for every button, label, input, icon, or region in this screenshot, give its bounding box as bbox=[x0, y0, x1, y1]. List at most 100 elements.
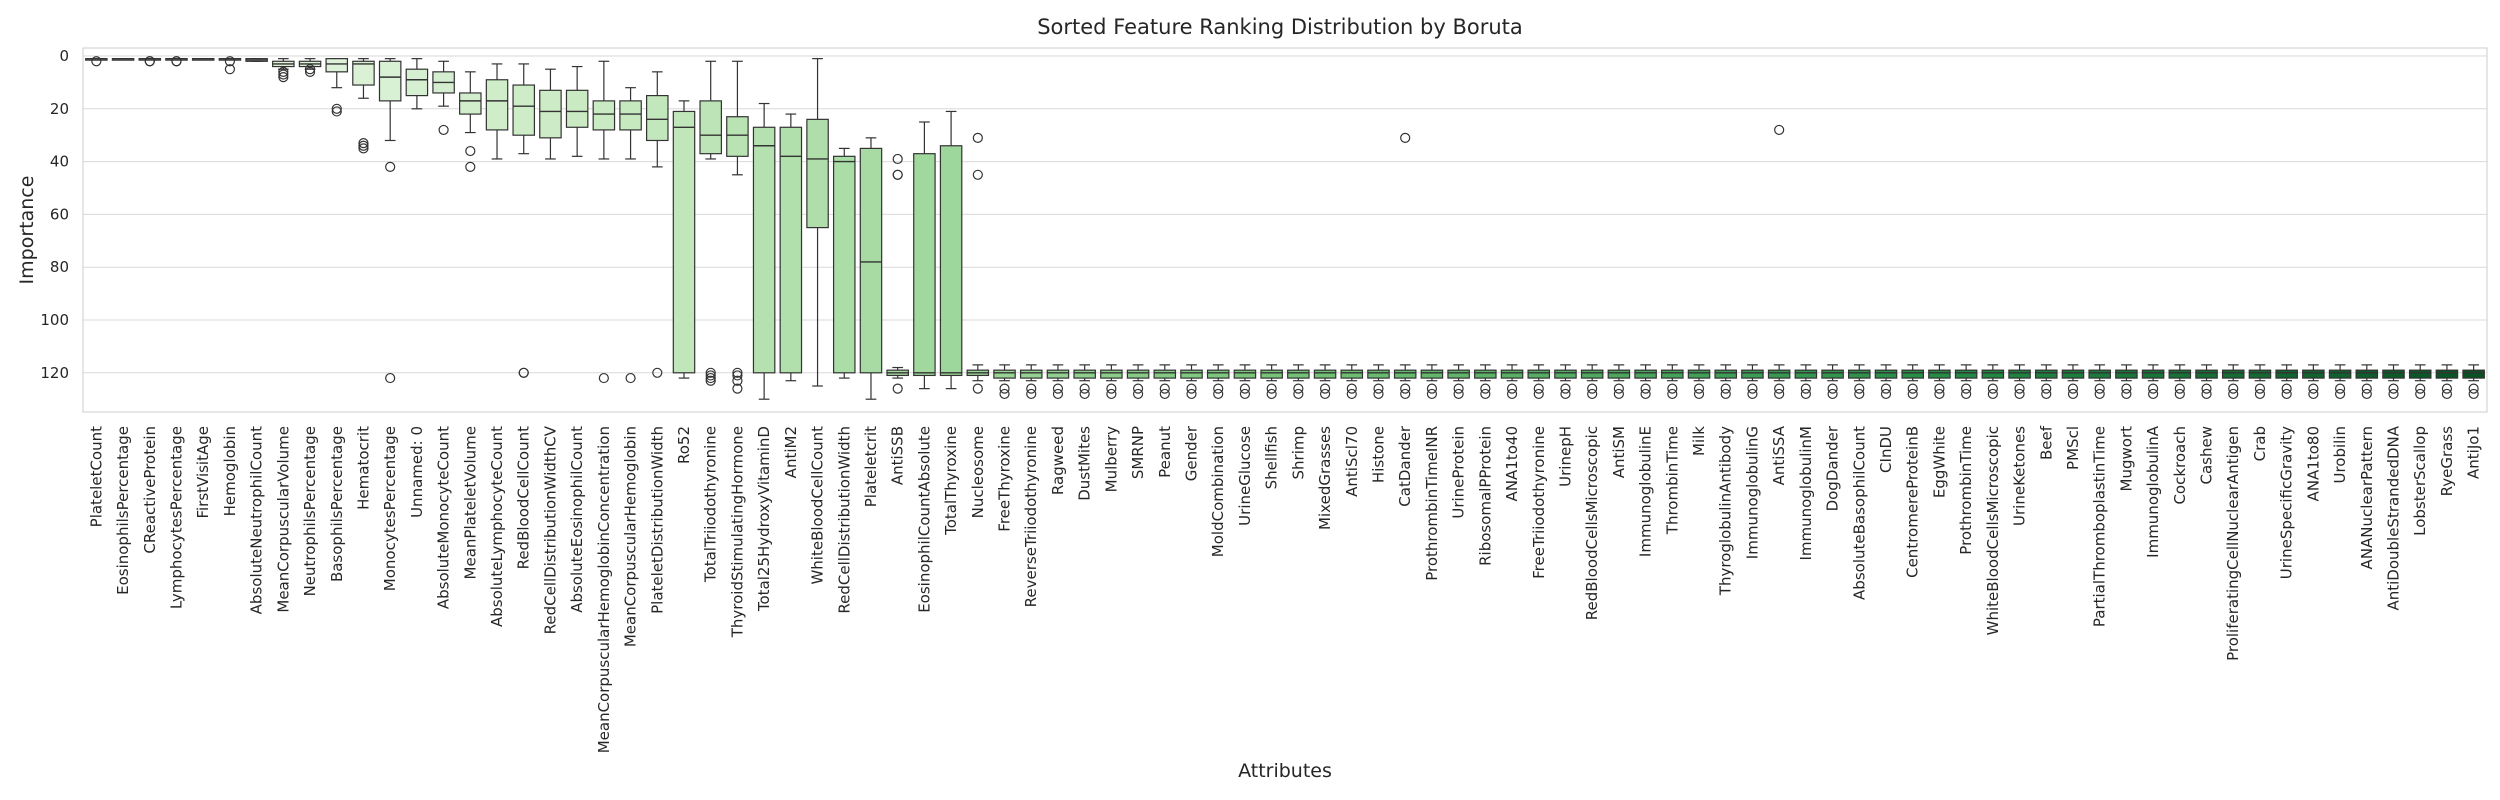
box-iqr bbox=[1287, 369, 1310, 379]
x-tick-label: RyeGrass bbox=[2438, 426, 2456, 497]
x-tick-label: Hematocrit bbox=[354, 426, 372, 510]
outlier-point bbox=[1346, 383, 1357, 394]
box-iqr bbox=[1901, 369, 1924, 379]
x-tick-label: TotalTriiodothyronine bbox=[702, 426, 720, 583]
box-iqr bbox=[1206, 369, 1230, 379]
box-46 bbox=[1313, 364, 1337, 400]
box-iqr bbox=[325, 58, 349, 73]
outlier-point bbox=[1319, 383, 1331, 394]
x-tick-label: RedBloodCellsMicroscopic bbox=[1583, 426, 1601, 620]
outlier-point bbox=[278, 69, 289, 80]
plot-frame bbox=[82, 47, 2488, 413]
box-iqr bbox=[726, 116, 749, 157]
outlier-point bbox=[1934, 388, 1945, 400]
outlier-point bbox=[1026, 388, 1037, 400]
outlier-point bbox=[892, 153, 903, 165]
box-iqr bbox=[2408, 369, 2432, 379]
x-tick-label: CInDU bbox=[1877, 426, 1895, 473]
x-tick-label: AntiDoubleStrandedDNA bbox=[2385, 425, 2403, 610]
box-79 bbox=[2195, 364, 2218, 400]
x-tick-label: MonocytesPercentage bbox=[381, 426, 399, 591]
x-tick-label: Crab bbox=[2251, 426, 2269, 461]
box-iqr bbox=[2195, 369, 2218, 379]
x-tick-label: TotalThyroxine bbox=[942, 426, 960, 536]
x-tick-label: AntiJo1 bbox=[2465, 426, 2483, 479]
box-18 bbox=[565, 65, 589, 157]
x-tick-label: UrineProtein bbox=[1450, 426, 1468, 519]
box-iqr bbox=[1848, 369, 1871, 379]
outlier-point bbox=[1747, 383, 1758, 394]
outlier-point bbox=[1854, 388, 1865, 400]
outlier-point bbox=[2148, 388, 2159, 400]
box-8 bbox=[298, 58, 322, 77]
box-54 bbox=[1527, 364, 1551, 400]
x-tick-label: AntiSM bbox=[1610, 426, 1628, 478]
box-85 bbox=[2355, 364, 2379, 400]
x-tick-label: ANA1to80 bbox=[2304, 426, 2322, 501]
outlier-point bbox=[2067, 388, 2079, 400]
x-tick-label: UrineGlucose bbox=[1236, 426, 1254, 526]
box-iqr bbox=[2248, 369, 2272, 379]
x-tick-label: CReactiveProtein bbox=[141, 426, 159, 554]
box-82 bbox=[2275, 364, 2298, 400]
outlier-point bbox=[2308, 383, 2319, 394]
outlier-point bbox=[2281, 388, 2292, 400]
outlier-point bbox=[1426, 383, 1438, 394]
box-iqr bbox=[1313, 369, 1337, 379]
box-32 bbox=[939, 110, 963, 390]
outlier-point bbox=[1239, 383, 1251, 394]
x-tick-label: Beef bbox=[2037, 425, 2055, 460]
outlier-point bbox=[1052, 383, 1064, 394]
outlier-point bbox=[2361, 383, 2372, 394]
x-tick-label: Shrimp bbox=[1289, 426, 1307, 480]
box-0 bbox=[85, 56, 108, 67]
box-iqr bbox=[1607, 369, 1631, 379]
outlier-point bbox=[732, 383, 743, 394]
outlier-point bbox=[2094, 388, 2105, 400]
box-29 bbox=[859, 137, 883, 400]
outlier-point bbox=[2014, 388, 2025, 400]
outlier-point bbox=[1106, 383, 1117, 394]
outlier-point bbox=[1480, 383, 1491, 394]
x-tick-label: AbsoluteEosinophilCount bbox=[568, 426, 586, 613]
outlier-point bbox=[1079, 388, 1090, 400]
x-tick-label: ReverseTriiodothyronine bbox=[1022, 426, 1040, 607]
x-tick-label: LymphocytesPercentage bbox=[167, 426, 185, 609]
outlier-point bbox=[91, 56, 102, 67]
x-tick-label: Ragweed bbox=[1049, 426, 1067, 495]
x-tick-label: Milk bbox=[1690, 426, 1708, 456]
outlier-point bbox=[1266, 383, 1277, 394]
outlier-point bbox=[1587, 388, 1598, 400]
outlier-point bbox=[1774, 124, 1785, 136]
box-7 bbox=[272, 58, 295, 83]
x-tick-label: Shellfish bbox=[1263, 426, 1281, 489]
box-89 bbox=[2462, 364, 2485, 400]
box-iqr bbox=[1100, 369, 1123, 379]
box-iqr bbox=[1634, 369, 1657, 379]
outlier-point bbox=[1693, 383, 1705, 394]
x-tick-label: UrinepH bbox=[1556, 426, 1574, 487]
box-58 bbox=[1634, 364, 1657, 400]
x-tick-label: Cockroach bbox=[2171, 426, 2189, 505]
box-10 bbox=[352, 58, 375, 154]
x-tick-label: EosinophilsPercentage bbox=[114, 426, 132, 595]
outlier-point bbox=[2094, 383, 2105, 394]
x-tick-label: ProthrombinTime bbox=[1957, 426, 1975, 555]
x-tick-label: NeutrophilsPercentage bbox=[301, 426, 319, 596]
outlier-point bbox=[2334, 383, 2346, 394]
outlier-point bbox=[2254, 388, 2266, 400]
outlier-point bbox=[1186, 388, 1197, 400]
box-iqr bbox=[1527, 369, 1551, 379]
outlier-point bbox=[1747, 388, 1758, 400]
box-2 bbox=[138, 56, 162, 67]
outlier-point bbox=[1613, 383, 1624, 394]
box-iqr bbox=[2302, 369, 2325, 379]
outlier-point bbox=[2388, 383, 2399, 394]
outlier-point bbox=[1560, 383, 1571, 394]
outlier-point bbox=[2201, 388, 2212, 400]
outlier-point bbox=[1533, 388, 1544, 400]
x-tick-label: EggWhite bbox=[1930, 426, 1948, 498]
x-tick-label: MeanCorpuscularHemoglobinConcentration bbox=[595, 426, 613, 753]
outlier-point bbox=[1266, 388, 1277, 400]
